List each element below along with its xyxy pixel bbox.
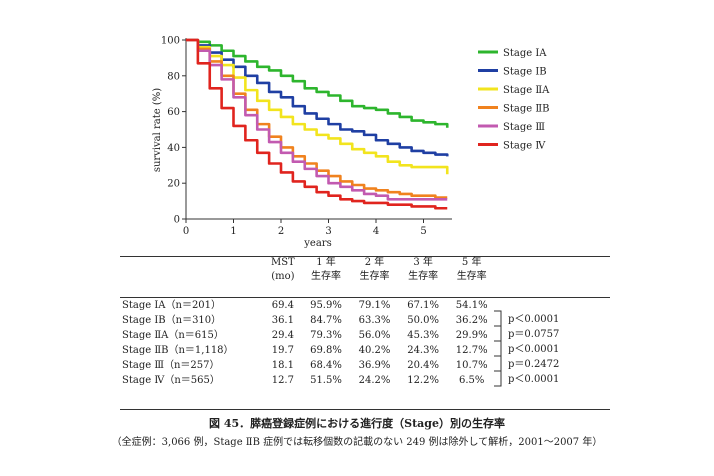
y-tick-label: 100 [161, 36, 180, 47]
cell-5yr: 10.7% [455, 360, 488, 371]
header-mst-unit: (mo) [271, 271, 295, 282]
table-header-row-1: MST 1 年 2 年 3 年 5 年 [120, 256, 610, 270]
row-label: Stage Ⅳ（n＝565） [122, 375, 220, 386]
cell-2yr: 56.0% [358, 330, 391, 341]
header-blank [120, 256, 264, 270]
cell-5yr: 12.7% [455, 345, 488, 356]
header-blank [120, 270, 264, 284]
figure-caption-note: （全症例：3,066 例，Stage ⅡB 症例では転移個数の記載のない 249… [111, 437, 603, 448]
cell-2yr: 63.3% [358, 315, 391, 326]
cell-2yr: 24.2% [358, 375, 391, 386]
row-label: Stage ⅡB（n＝1,118） [122, 345, 234, 356]
cell-3yr: 45.3% [407, 330, 439, 341]
cell-1yr: 68.4% [310, 360, 342, 371]
cell-1yr: 79.3% [310, 330, 342, 341]
series-line-2 [186, 38, 449, 157]
legend-label: Stage ⅠB [503, 67, 547, 78]
row-label: Stage ⅠB（n＝310） [122, 315, 222, 326]
figure-caption-title: 図 45．膵癌登録症例における進行度（Stage）別の生存率 [209, 417, 505, 430]
table-row: Stage ⅠA（n＝201） 69.4 95.9% 79.1% 67.1% 5… [120, 298, 610, 313]
cell-mst: 18.1 [271, 360, 294, 371]
legend-label: Stage ⅠA [503, 48, 547, 59]
table-row: Stage ⅠB（n＝310） 36.1 84.7% 63.3% 50.0% 3… [120, 313, 610, 328]
table-row: Stage Ⅳ（n＝565） 12.7 51.5% 24.2% 12.2% 6.… [120, 373, 610, 388]
cell-1yr: 84.7% [310, 315, 342, 326]
table-rule-middle [120, 297, 610, 298]
cell-3yr: 12.2% [407, 375, 439, 386]
header-1yr: 1 年 [316, 257, 336, 268]
header-5yr-sub: 生存率 [456, 271, 487, 282]
x-tick-label: 1 [230, 226, 236, 237]
cell-mst: 12.7 [271, 375, 294, 386]
table-row: Stage ⅡA（n＝615） 29.4 79.3% 56.0% 45.3% 2… [120, 328, 610, 343]
header-pvalue-space [496, 256, 610, 270]
y-axis-title: survival rate (%) [152, 88, 163, 172]
cell-1yr: 51.5% [310, 375, 342, 386]
cell-1yr: 95.9% [310, 300, 342, 311]
series-group [186, 38, 449, 210]
cell-mst: 19.7 [271, 345, 294, 356]
legend-label: Stage ⅡA [503, 85, 550, 96]
cell-2yr: 40.2% [358, 345, 391, 356]
legend-label: Stage ⅡB [503, 104, 549, 115]
series-line-4 [186, 38, 448, 199]
table-row: Stage Ⅲ（n＝257） 18.1 68.4% 36.9% 20.4% 10… [120, 358, 610, 373]
header-5yr: 5 年 [461, 257, 482, 268]
survival-table: MST 1 年 2 年 3 年 5 年 (mo) 生存率 生存率 生存率 生存率… [120, 256, 610, 388]
series-line-1 [186, 38, 449, 128]
cell-2yr: 36.9% [358, 360, 391, 371]
header-3yr: 3 年 [413, 257, 433, 268]
y-tick-label: 60 [167, 107, 180, 118]
row-label: Stage ⅡA（n＝615） [122, 330, 224, 341]
table-header-row-2: (mo) 生存率 生存率 生存率 生存率 [120, 270, 610, 284]
series-line-5 [186, 38, 448, 201]
cell-mst: 69.4 [271, 300, 294, 311]
cell-3yr: 20.4% [407, 360, 439, 371]
y-tick-label: 80 [167, 71, 180, 82]
header-pvalue-space [496, 270, 610, 284]
header-1yr-sub: 生存率 [310, 271, 341, 282]
cell-3yr: 24.3% [407, 345, 439, 356]
table-rule-top [120, 256, 610, 257]
legend-label: Stage Ⅳ [503, 141, 546, 152]
cell-3yr: 50.0% [407, 315, 439, 326]
cell-mst: 36.1 [271, 315, 294, 326]
header-mst: MST [270, 257, 295, 268]
header-2yr: 2 年 [364, 257, 385, 268]
series-line-6 [186, 38, 448, 210]
y-tick-label: 40 [167, 143, 180, 154]
table-rule-bottom [120, 409, 610, 410]
row-label: Stage Ⅲ（n＝257） [122, 360, 220, 371]
chart-axes: 0 20 40 60 80 100 0 1 2 3 4 5 [161, 36, 452, 237]
x-tick-label: 0 [183, 226, 189, 237]
cell-2yr: 79.1% [358, 300, 391, 311]
cell-5yr: 54.1% [455, 300, 488, 311]
legend-label: Stage Ⅲ [503, 122, 545, 133]
table-row: Stage ⅡB（n＝1,118） 19.7 69.8% 40.2% 24.3%… [120, 343, 610, 358]
cell-mst: 29.4 [271, 330, 294, 341]
cell-5yr: 36.2% [455, 315, 488, 326]
y-tick-label: 20 [167, 179, 180, 190]
header-2yr-sub: 生存率 [359, 271, 390, 282]
x-tick-label: 5 [420, 226, 426, 237]
x-tick-label: 2 [278, 226, 284, 237]
cell-1yr: 69.8% [310, 345, 342, 356]
header-3yr-sub: 生存率 [408, 271, 439, 282]
cell-3yr: 67.1% [407, 300, 439, 311]
x-tick-label: 3 [325, 226, 331, 237]
row-label: Stage ⅠA（n＝201） [122, 300, 222, 311]
cell-5yr: 29.9% [455, 330, 488, 341]
legend: Stage ⅠA Stage ⅠB Stage ⅡA Stage ⅡB Stage Ⅲ S… [478, 48, 550, 152]
x-axis-title: years [303, 238, 331, 249]
cell-5yr: 6.5% [458, 375, 485, 386]
y-tick-label: 0 [174, 215, 180, 226]
x-tick-label: 4 [373, 226, 379, 237]
series-line-3 [186, 38, 449, 175]
